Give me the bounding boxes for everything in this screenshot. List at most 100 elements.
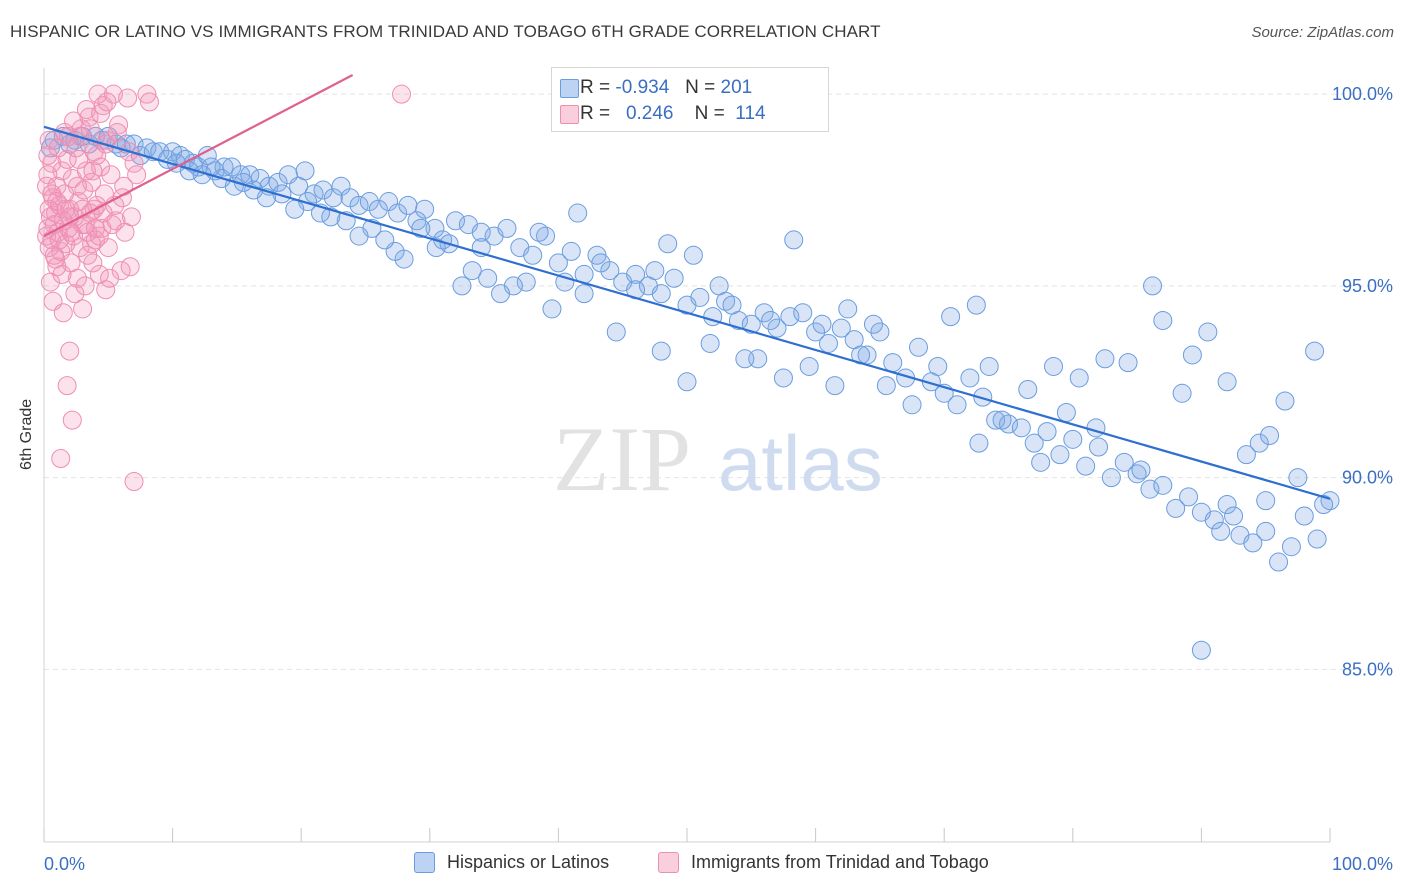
point-hispanics: [1131, 460, 1151, 480]
watermark-zip: ZIP: [553, 408, 691, 510]
point-hispanics: [831, 318, 851, 338]
point-hispanics: [478, 268, 498, 288]
point-hispanics: [591, 253, 611, 273]
point-trinidad: [67, 176, 87, 196]
point-hispanics: [574, 284, 594, 304]
point-hispanics: [709, 276, 729, 296]
point-hispanics: [368, 199, 388, 219]
point-hispanics: [973, 387, 993, 407]
point-hispanics: [1153, 475, 1173, 495]
point-trinidad: [70, 238, 90, 258]
point-trinidad: [38, 146, 58, 166]
point-hispanics: [568, 203, 588, 223]
point-hispanics: [818, 333, 838, 353]
point-hispanics: [446, 211, 466, 231]
point-trinidad: [118, 88, 138, 108]
point-hispanics: [548, 253, 568, 273]
point-trinidad: [53, 303, 73, 323]
point-trinidad: [75, 276, 95, 296]
point-trinidad: [62, 410, 82, 430]
point-hispanics: [645, 261, 665, 281]
point-trinidad: [44, 245, 64, 265]
point-hispanics: [1211, 521, 1231, 541]
point-hispanics: [1076, 456, 1096, 476]
watermark: ZIP atlas: [553, 408, 883, 510]
point-hispanics: [825, 376, 845, 396]
point-trinidad: [392, 84, 412, 104]
point-hispanics: [1063, 429, 1083, 449]
legend-item-hispanics: Hispanics or Latinos: [414, 852, 609, 873]
point-hispanics: [321, 207, 341, 227]
y-tick-label: 90.0%: [1342, 468, 1393, 488]
point-hispanics: [1281, 537, 1301, 557]
point-hispanics: [1236, 445, 1256, 465]
point-hispanics: [516, 272, 536, 292]
point-hispanics: [908, 337, 928, 357]
point-hispanics: [741, 314, 761, 334]
x-tick-label-min: 0.0%: [44, 854, 85, 874]
point-hispanics: [966, 295, 986, 315]
point-trinidad: [82, 234, 102, 254]
legend-r-label: R =: [580, 77, 611, 98]
point-hispanics: [1069, 368, 1089, 388]
point-hispanics: [1217, 495, 1237, 515]
y-tick-label: 85.0%: [1342, 659, 1393, 679]
point-hispanics: [1086, 418, 1106, 438]
point-trinidad: [80, 119, 100, 139]
legend-r-label: R =: [580, 103, 611, 124]
legend-r-value-trinidad: 0.246: [625, 103, 674, 124]
point-hispanics: [677, 372, 697, 392]
point-hispanics: [883, 353, 903, 373]
point-hispanics: [1224, 506, 1244, 526]
y-tick-label: 95.0%: [1342, 276, 1393, 296]
point-hispanics: [1018, 379, 1038, 399]
point-hispanics: [491, 284, 511, 304]
point-hispanics: [780, 307, 800, 327]
legend-n-label: N =: [694, 103, 725, 124]
point-hispanics: [960, 368, 980, 388]
point-hispanics: [626, 264, 646, 284]
point-hispanics: [992, 410, 1012, 430]
correlation-legend: R = -0.934 N = 201 R = 0.246 N = 114: [551, 67, 829, 132]
point-trinidad: [57, 376, 77, 396]
point-trinidad: [47, 192, 67, 212]
point-trinidad: [137, 84, 157, 104]
point-hispanics: [323, 188, 343, 208]
point-trinidad: [100, 268, 120, 288]
legend-n-label: N =: [685, 77, 716, 98]
point-hispanics: [876, 376, 896, 396]
legend-r-value-hispanics: -0.934: [615, 77, 670, 98]
trend-line-hispanics: [43, 125, 1331, 500]
point-hispanics: [1305, 341, 1325, 361]
point-hispanics: [773, 368, 793, 388]
point-hispanics: [1314, 495, 1334, 515]
point-trinidad: [76, 161, 96, 181]
point-trinidad: [52, 161, 72, 181]
legend-row-hispanics: R = -0.934 N = 201: [560, 76, 752, 100]
point-hispanics: [793, 303, 813, 323]
point-hispanics: [542, 299, 562, 319]
point-hispanics: [1260, 425, 1280, 445]
point-hispanics: [1101, 468, 1121, 488]
point-hispanics: [1217, 372, 1237, 392]
point-hispanics: [349, 226, 369, 246]
point-trinidad: [96, 280, 116, 300]
point-trinidad: [76, 100, 96, 120]
point-hispanics: [452, 276, 472, 296]
point-hispanics: [863, 314, 883, 334]
point-trinidad: [85, 218, 105, 238]
point-hispanics: [1044, 356, 1064, 376]
point-trinidad: [109, 115, 129, 135]
point-hispanics: [870, 322, 890, 342]
point-hispanics: [349, 195, 369, 215]
point-hispanics: [1198, 322, 1218, 342]
point-trinidad: [39, 130, 59, 150]
watermark-atlas: atlas: [718, 419, 883, 507]
point-hispanics: [690, 287, 710, 307]
point-hispanics: [658, 234, 678, 254]
point-hispanics: [411, 218, 431, 238]
point-hispanics: [1256, 491, 1276, 511]
point-trinidad: [101, 165, 121, 185]
series-hispanics-points: [40, 126, 1340, 660]
